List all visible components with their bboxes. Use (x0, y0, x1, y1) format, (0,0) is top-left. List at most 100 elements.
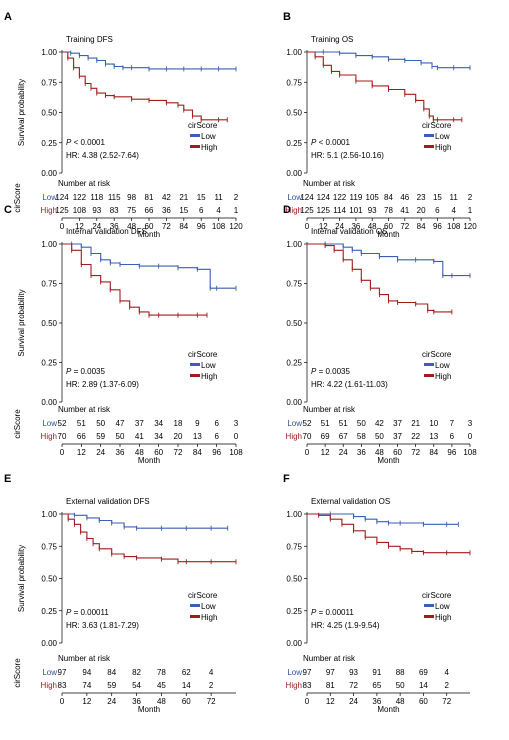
y-tick-label: 0.25 (41, 607, 57, 616)
x-axis-label: Month (377, 456, 399, 465)
risk-count: 3 (234, 419, 239, 428)
y-axis-label: Survival probability (17, 289, 26, 356)
km-curve-high (62, 513, 236, 563)
risk-count: 41 (400, 206, 409, 215)
risk-count: 11 (450, 193, 459, 202)
legend-title: cirScore (188, 350, 218, 359)
risk-count: 81 (145, 193, 154, 202)
risk-count: 114 (333, 206, 346, 215)
risk-group-label-high: High (41, 432, 57, 441)
risk-count: 46 (400, 193, 409, 202)
panel-letter: C (4, 204, 12, 216)
x-tick-label: 24 (339, 448, 348, 457)
y-tick-label: 0.25 (41, 139, 57, 148)
legend-label-low: Low (435, 132, 450, 141)
y-tick-label: 0.75 (41, 542, 57, 551)
y-tick-label: 0.00 (286, 169, 302, 178)
legend-label-high: High (201, 143, 217, 152)
risk-count: 42 (162, 193, 171, 202)
risk-count: 50 (96, 419, 105, 428)
x-tick-label: 12 (319, 222, 328, 231)
panel-letter: D (283, 204, 291, 216)
risk-count: 67 (339, 432, 348, 441)
y-tick-label: 0.50 (41, 319, 57, 328)
risk-count: 0 (234, 432, 239, 441)
x-tick-label: 36 (116, 448, 125, 457)
km-panel-d: D Internal validation OS 1.00 0.75 0.50 0.25 0… (283, 204, 477, 465)
y-tick-label: 0.00 (41, 169, 57, 178)
risk-count: 70 (303, 432, 312, 441)
legend-swatch-low (424, 604, 434, 607)
p-value: P < 0.0001 (311, 138, 350, 147)
risk-count: 75 (127, 206, 136, 215)
risk-y-label: cirScore (13, 658, 22, 688)
km-panel-a: A Training DFS Survival probability 1.00 0.7… (4, 11, 243, 239)
risk-count: 59 (107, 681, 116, 690)
legend-swatch-low (190, 604, 200, 607)
risk-count: 66 (145, 206, 154, 215)
risk-group-label-low: Low (287, 419, 302, 428)
panel-letter: F (283, 473, 290, 485)
x-tick-label: 0 (305, 697, 310, 706)
y-tick-label: 1.00 (41, 240, 57, 249)
x-tick-label: 24 (107, 697, 116, 706)
risk-count: 125 (317, 206, 331, 215)
y-tick-label: 0.25 (286, 359, 302, 368)
y-tick-label: 1.00 (41, 48, 57, 57)
risk-count: 50 (396, 681, 405, 690)
legend-swatch-low (190, 363, 200, 366)
risk-group-label-high: High (286, 206, 302, 215)
y-tick-label: 0.50 (41, 575, 57, 584)
risk-count: 50 (375, 432, 384, 441)
x-tick-label: 24 (349, 697, 358, 706)
legend-title: cirScore (188, 591, 218, 600)
x-tick-label: 60 (419, 697, 428, 706)
risk-count: 34 (154, 419, 163, 428)
legend-title: cirScore (422, 591, 452, 600)
risk-count: 51 (77, 419, 86, 428)
legend-label-low: Low (201, 132, 216, 141)
risk-count: 2 (234, 193, 239, 202)
risk-count: 18 (174, 419, 183, 428)
x-tick-label: 0 (60, 448, 65, 457)
risk-count: 13 (193, 432, 202, 441)
km-curve-high (307, 51, 462, 121)
risk-count: 15 (433, 193, 442, 202)
risk-group-label-low: Low (287, 193, 302, 202)
legend-label-low: Low (201, 361, 216, 370)
risk-count: 98 (127, 193, 136, 202)
x-tick-label: 72 (207, 697, 216, 706)
risk-count: 37 (393, 432, 402, 441)
legend-title: cirScore (422, 350, 452, 359)
x-tick-label: 0 (305, 448, 310, 457)
risk-count: 72 (349, 681, 358, 690)
panel-letter: A (4, 11, 12, 23)
risk-count: 83 (110, 206, 119, 215)
x-tick-label: 96 (197, 222, 206, 231)
risk-count: 13 (429, 432, 438, 441)
km-curve-low (62, 243, 236, 289)
risk-count: 45 (157, 681, 166, 690)
y-tick-label: 0.25 (41, 359, 57, 368)
x-tick-label: 0 (60, 222, 65, 231)
risk-count: 94 (82, 668, 91, 677)
x-axis-label: Month (138, 705, 160, 714)
hazard-ratio: HR: 3.63 (1.81-7.29) (66, 621, 139, 630)
x-tick-label: 12 (75, 222, 84, 231)
risk-count: 84 (384, 193, 393, 202)
x-tick-label: 36 (357, 448, 366, 457)
x-tick-label: 60 (384, 222, 393, 231)
risk-count: 22 (411, 432, 420, 441)
chart-title: Training OS (311, 35, 353, 44)
risk-y-label: cirScore (13, 409, 22, 439)
risk-count: 69 (419, 668, 428, 677)
risk-count: 23 (417, 193, 426, 202)
hazard-ratio: HR: 4.22 (1.61-11.03) (311, 380, 388, 389)
x-tick-label: 12 (82, 697, 91, 706)
legend-label-high: High (201, 613, 217, 622)
y-tick-label: 1.00 (41, 510, 57, 519)
y-tick-label: 0.75 (286, 542, 302, 551)
risk-table-title: Number at risk (303, 654, 356, 663)
risk-count: 6 (199, 206, 204, 215)
y-tick-label: 0.00 (286, 639, 302, 648)
